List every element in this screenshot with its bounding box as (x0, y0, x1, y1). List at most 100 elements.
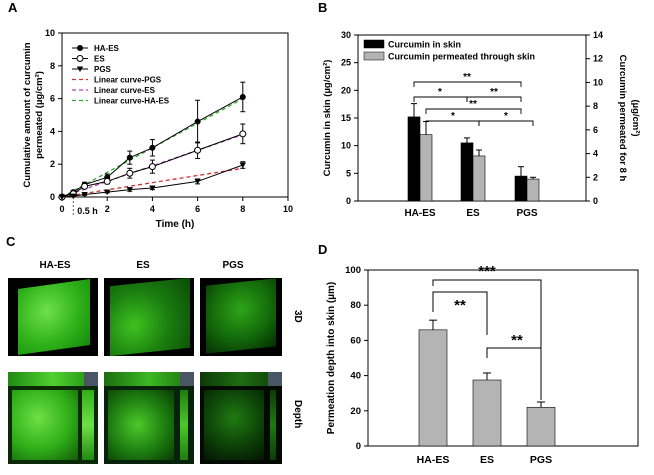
data-point (126, 169, 134, 177)
legend-swatch (363, 39, 385, 49)
y-axis-label-line2: permeated (µg/cm²) (34, 71, 45, 159)
y-right-tick-label: 8 (593, 101, 598, 111)
data-point (104, 189, 111, 196)
data-point (70, 193, 77, 200)
y-left-axis-label: Curcumin in skin (µg/cm²) (322, 60, 333, 177)
x-tick-label: 8 (240, 204, 245, 214)
significance-bracket (425, 108, 522, 114)
data-point (103, 177, 111, 185)
legend-label: Linear curve-HA-ES (94, 97, 170, 106)
annotation-label: 0.5 h (77, 206, 98, 216)
y-tick-label: 60 (350, 335, 361, 346)
y-tick-label: 2 (50, 159, 55, 169)
y-right-tick-label: 4 (593, 149, 598, 159)
significance-bracket (478, 120, 534, 126)
bar (407, 116, 421, 202)
significance-label: ** (511, 332, 523, 349)
y-tick-label: 20 (350, 406, 361, 417)
y-tick-label: 6 (50, 94, 55, 104)
data-point (58, 194, 66, 200)
category-label: HA-ES (417, 454, 450, 466)
panel-label-a: A (8, 0, 18, 15)
y-right-axis-label-line2: (µg/cm²) (630, 99, 641, 136)
y-axis-label-line1: Cumulative amount of curcumin (22, 42, 33, 187)
data-point (149, 144, 156, 151)
data-point (194, 118, 201, 125)
significance-bracket (432, 279, 542, 398)
legend-marker (77, 45, 83, 51)
y-left-tick-label: 5 (346, 168, 351, 178)
legend-marker (76, 55, 84, 62)
column-label-ha-es: HA-ES (39, 260, 71, 271)
x-tick-label: 2 (105, 204, 110, 214)
bar (526, 178, 540, 202)
significance-label: * (438, 87, 442, 98)
plot-frame (367, 269, 639, 447)
y-tick-label: 0 (50, 192, 55, 202)
significance-bracket (466, 96, 522, 102)
bar (419, 134, 433, 202)
panel-label-b: B (318, 0, 328, 15)
column-label-pgs: PGS (222, 260, 244, 271)
chart-b-curcumin-skin: 0 5 10 15 20 25 30 0 2 4 6 8 10 12 14 Curcumin in skin … (322, 30, 641, 219)
x-tick-label: 0 (59, 204, 64, 214)
microscopy-depth-pgs (200, 372, 282, 464)
row-label-depth: Depth (292, 400, 303, 429)
data-point (239, 162, 246, 169)
legend-swatch (363, 51, 385, 61)
y-tick-label: 4 (50, 126, 55, 136)
y-right-axis-label-line1: Curcumin permeated for 8 h (617, 55, 628, 182)
x-tick-label: 4 (150, 204, 155, 214)
y-left-tick-label: 30 (341, 30, 351, 40)
x-tick-label: 6 (195, 204, 200, 214)
x-tick-label: 10 (283, 204, 293, 214)
y-left-tick-label: 25 (341, 58, 351, 68)
category-label: ES (466, 208, 480, 219)
panel-label-c: C (6, 234, 16, 249)
row-label-3d: 3D (292, 310, 303, 323)
y-right-tick-label: 2 (593, 172, 598, 182)
x-axis-label: Time (h) (156, 219, 195, 230)
significance-label: * (451, 111, 455, 122)
y-tick-label: 100 (345, 265, 361, 276)
significance-label: ** (454, 297, 466, 314)
legend-label: HA-ES (94, 44, 120, 53)
significance-bracket (413, 81, 522, 87)
significance-bracket (432, 291, 488, 335)
legend-label: Linear curve-ES (94, 86, 156, 95)
legend-label: Curcumin permeated through skin (388, 52, 535, 62)
panel-c-microscopy: HA-ES ES PGS 3D Depth (0, 240, 312, 475)
legend-label: Linear curve-PGS (94, 76, 162, 85)
chart-a-cumulative-permeation: 0 2 4 6 8 10 0 2 4 6 8 10 Time (h) Cumulative amount … (22, 28, 293, 230)
chart-d-permeation-depth: 0 20 40 60 80 100 Permeation depth into skin (… (326, 263, 639, 466)
significance-label: ** (469, 99, 477, 110)
microscopy-3d-ha-es (8, 278, 98, 356)
significance-label: * (504, 111, 508, 122)
plot-frame (61, 32, 289, 198)
y-right-tick-label: 6 (593, 125, 598, 135)
column-label-es: ES (136, 260, 150, 271)
y-right-tick-label: 12 (593, 54, 603, 64)
microscopy-depth-ha-es (8, 372, 98, 464)
panel-label-d: D (318, 242, 328, 257)
y-left-tick-label: 0 (346, 196, 351, 206)
fit-line (61, 134, 244, 198)
legend-label: PGS (94, 65, 112, 74)
data-point (194, 146, 202, 154)
y-tick-label: 8 (50, 61, 55, 71)
category-label: PGS (530, 454, 552, 466)
microscopy-3d-pgs (200, 278, 282, 356)
data-point (194, 178, 201, 185)
y-right-tick-label: 0 (593, 196, 598, 206)
legend-label: ES (94, 55, 105, 64)
data-point (126, 187, 133, 193)
y-left-tick-label: 10 (341, 141, 351, 151)
y-tick-label: 40 (350, 371, 361, 382)
bar (514, 175, 528, 202)
y-left-tick-label: 20 (341, 85, 351, 95)
microscopy-depth-es (104, 372, 194, 464)
data-point (239, 130, 247, 138)
bar (472, 155, 486, 202)
significance-label: ** (490, 87, 498, 98)
y-left-tick-label: 15 (341, 113, 351, 123)
